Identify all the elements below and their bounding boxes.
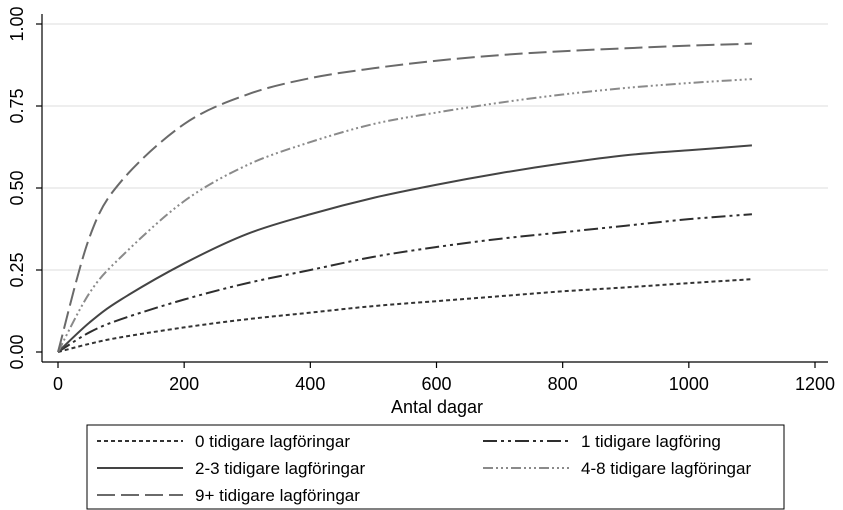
legend: 0 tidigare lagföringar 1 tidigare lagföri… (86, 424, 785, 510)
x-tick-label-5: 1000 (669, 374, 709, 394)
x-tick-label-2: 400 (295, 374, 325, 394)
legend-label-4: 9+ tidigare lagföringar (195, 486, 360, 505)
legend-label-3: 4-8 tidigare lagföringar (581, 459, 751, 478)
x-tick-label-4: 800 (548, 374, 578, 394)
series (57, 42, 752, 353)
x-tick-label-6: 1200 (795, 374, 835, 394)
y-tick-label-2: 0.50 (7, 170, 27, 205)
legend-box (86, 424, 785, 510)
series-line-3 (57, 78, 752, 353)
series-line-0 (57, 278, 752, 353)
x-tick-label-0: 0 (53, 374, 63, 394)
x-tick-label-1: 200 (169, 374, 199, 394)
x-axis-title: Antal dagar (391, 397, 483, 417)
y-tick-label-3: 0.75 (7, 88, 27, 123)
axes: 0.00 0.25 0.50 0.75 1.00 0 200 400 600 800 1000 120… (7, 6, 835, 394)
x-tick-label-3: 600 (421, 374, 451, 394)
series-line-4 (57, 42, 752, 353)
y-tick-label-0: 0.00 (7, 334, 27, 369)
legend-label-1: 1 tidigare lagföring (581, 432, 721, 451)
series-line-2 (57, 144, 752, 353)
y-tick-label-1: 0.25 (7, 252, 27, 287)
grid (43, 23, 828, 271)
y-tick-label-4: 1.00 (7, 6, 27, 41)
legend-label-2: 2-3 tidigare lagföringar (195, 459, 365, 478)
legend-label-0: 0 tidigare lagföringar (195, 432, 350, 451)
series-line-1 (57, 213, 752, 353)
